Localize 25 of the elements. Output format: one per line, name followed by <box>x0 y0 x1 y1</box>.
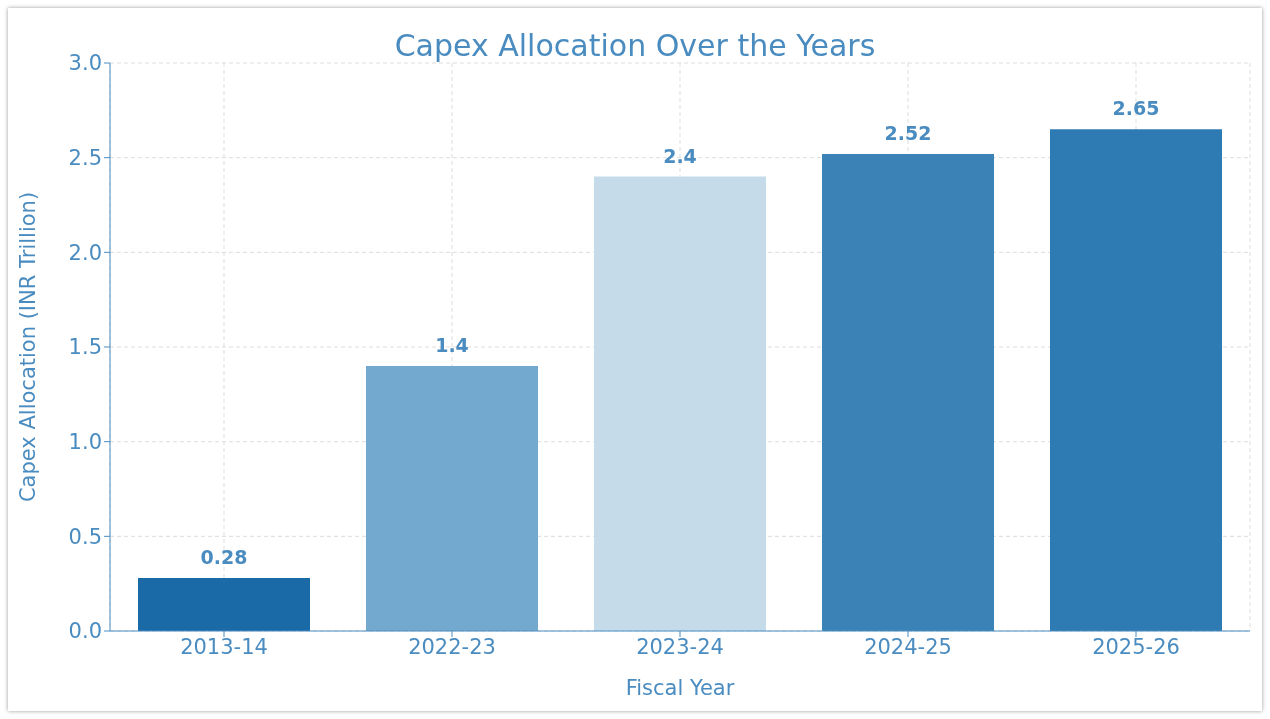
bar <box>822 153 994 631</box>
y-tick-label: 1.0 <box>68 430 102 455</box>
x-tick-label: 2024-25 <box>864 634 952 659</box>
x-tick-label: 2022-23 <box>408 634 496 659</box>
x-tick-label: 2023-24 <box>636 634 724 659</box>
bar <box>1050 129 1222 631</box>
y-tick-label: 0.5 <box>68 524 102 549</box>
bar <box>138 577 310 631</box>
bar <box>594 176 766 631</box>
y-tick-label: 0.0 <box>68 619 102 644</box>
y-tick-label: 1.5 <box>68 335 102 360</box>
y-tick-label: 3.0 <box>68 51 102 76</box>
chart-title: Capex Allocation Over the Years <box>394 28 876 63</box>
x-tick-label: 2025-26 <box>1092 634 1180 659</box>
x-axis-title: Fiscal Year <box>625 676 735 700</box>
data-label: 1.4 <box>435 333 469 356</box>
data-label: 2.52 <box>884 121 932 144</box>
y-axis-title: Capex Allocation (INR Trillion) <box>16 191 41 503</box>
data-label: 0.28 <box>200 545 248 568</box>
y-tick-label: 2.5 <box>68 146 102 171</box>
data-label: 2.65 <box>1112 97 1160 120</box>
x-tick-label: 2013-14 <box>180 634 268 659</box>
data-label: 2.4 <box>663 144 697 167</box>
y-tick-label: 2.0 <box>68 240 102 265</box>
bar <box>366 365 538 631</box>
